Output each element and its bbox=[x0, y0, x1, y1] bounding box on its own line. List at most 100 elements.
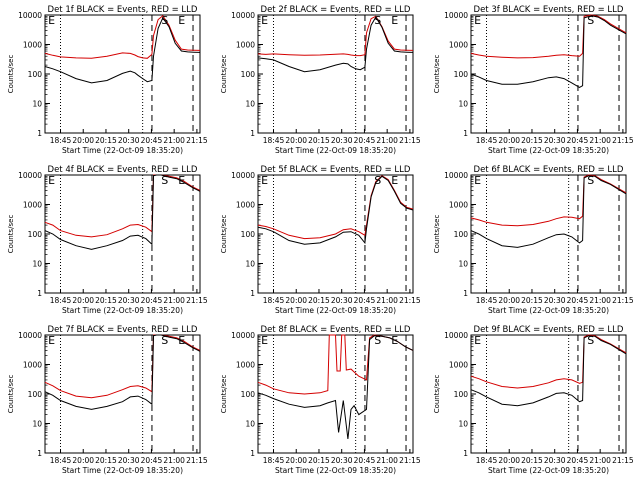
marker-label: S bbox=[587, 14, 594, 27]
y-tick-label: 1 bbox=[250, 449, 255, 458]
y-tick-label: 10000 bbox=[231, 171, 255, 180]
x-tick-label: 20:00 bbox=[285, 456, 307, 465]
series-line bbox=[257, 175, 414, 240]
y-tick-label: 10000 bbox=[231, 331, 255, 340]
marker-label: E bbox=[48, 334, 55, 347]
plot-frame bbox=[257, 14, 414, 134]
y-axis-label: Counts/sec bbox=[220, 55, 228, 94]
x-tick-label: 20:30 bbox=[331, 296, 353, 305]
x-tick-label: 20:30 bbox=[544, 136, 566, 145]
panel-title: Det 8f BLACK = Events, RED = LLD bbox=[261, 325, 411, 335]
y-tick-label: 100 bbox=[454, 390, 469, 399]
panel-title: Det 2f BLACK = Events, RED = LLD bbox=[261, 5, 411, 15]
x-tick-label: 21:15 bbox=[186, 456, 208, 465]
y-tick-label: 10 bbox=[245, 420, 255, 429]
x-tick-label: 21:00 bbox=[589, 136, 611, 145]
y-tick-label: 1000 bbox=[236, 201, 255, 210]
x-tick-label: 20:45 bbox=[141, 296, 163, 305]
detector-panel: Det 1f BLACK = Events, RED = LLD 1 10 100 10… bbox=[7, 5, 208, 155]
y-tick-label: 10 bbox=[245, 260, 255, 269]
marker-label: S bbox=[374, 334, 381, 347]
y-tick-label: 1 bbox=[463, 289, 468, 298]
x-tick-label: 20:00 bbox=[72, 136, 94, 145]
detector-panel: Det 5f BLACK = Events, RED = LLD 1 10 100 10… bbox=[220, 165, 421, 315]
series-line bbox=[44, 174, 201, 250]
y-tick-label: 1000 bbox=[236, 361, 255, 370]
x-tick-label: 20:45 bbox=[354, 136, 376, 145]
y-tick-label: 10 bbox=[32, 100, 42, 109]
detector-panel: Det 3f BLACK = Events, RED = LLD 1 10 100 10… bbox=[433, 5, 634, 155]
x-axis-label: Start Time (22-Oct-09 18:35:20) bbox=[275, 146, 396, 155]
x-tick-label: 18:45 bbox=[263, 296, 285, 305]
marker-label: E bbox=[474, 174, 481, 187]
detector-panel: Det 4f BLACK = Events, RED = LLD 1 10 100 10… bbox=[7, 165, 208, 315]
marker-label: S bbox=[374, 14, 381, 27]
y-tick-label: 1 bbox=[250, 129, 255, 138]
x-tick-label: 21:15 bbox=[612, 136, 634, 145]
x-tick-label: 20:30 bbox=[118, 456, 140, 465]
x-tick-label: 18:45 bbox=[476, 296, 498, 305]
x-tick-label: 21:15 bbox=[186, 136, 208, 145]
x-tick-label: 20:15 bbox=[95, 136, 117, 145]
x-tick-label: 21:00 bbox=[163, 296, 185, 305]
x-tick-label: 20:30 bbox=[331, 456, 353, 465]
y-axis-label: Counts/sec bbox=[220, 215, 228, 254]
x-tick-label: 18:45 bbox=[50, 136, 72, 145]
y-tick-label: 100 bbox=[454, 70, 469, 79]
x-tick-label: 18:45 bbox=[476, 456, 498, 465]
x-tick-label: 20:00 bbox=[72, 296, 94, 305]
x-tick-label: 18:45 bbox=[263, 456, 285, 465]
x-tick-label: 20:45 bbox=[567, 456, 589, 465]
y-tick-label: 10000 bbox=[18, 11, 42, 20]
x-tick-label: 18:45 bbox=[50, 456, 72, 465]
x-tick-label: 20:15 bbox=[308, 136, 330, 145]
x-tick-label: 20:45 bbox=[567, 296, 589, 305]
plot-frame bbox=[44, 334, 201, 454]
plot-frame bbox=[44, 14, 201, 134]
x-tick-label: 20:15 bbox=[521, 456, 543, 465]
x-tick-label: 20:15 bbox=[521, 136, 543, 145]
x-tick-label: 20:45 bbox=[141, 136, 163, 145]
x-tick-label: 20:00 bbox=[285, 296, 307, 305]
x-tick-label: 20:00 bbox=[498, 456, 520, 465]
panel-title: Det 7f BLACK = Events, RED = LLD bbox=[48, 325, 198, 335]
marker-label: E bbox=[261, 14, 268, 27]
detector-panel: Det 8f BLACK = Events, RED = LLD 1 10 100 10… bbox=[220, 325, 421, 475]
series-line bbox=[257, 15, 414, 57]
x-tick-label: 20:45 bbox=[354, 456, 376, 465]
y-axis-label: Counts/sec bbox=[7, 375, 15, 414]
marker-label: E bbox=[474, 14, 481, 27]
y-tick-label: 1000 bbox=[236, 41, 255, 50]
x-tick-label: 21:00 bbox=[376, 136, 398, 145]
x-tick-label: 20:30 bbox=[331, 136, 353, 145]
x-tick-label: 20:45 bbox=[141, 456, 163, 465]
panel-title: Det 5f BLACK = Events, RED = LLD bbox=[261, 165, 411, 175]
y-axis-label: Counts/sec bbox=[433, 375, 441, 414]
x-tick-label: 20:00 bbox=[72, 456, 94, 465]
x-tick-label: 18:45 bbox=[476, 136, 498, 145]
series-line bbox=[44, 14, 201, 59]
x-tick-label: 20:00 bbox=[285, 136, 307, 145]
panel-title: Det 1f BLACK = Events, RED = LLD bbox=[48, 5, 198, 15]
y-tick-label: 10 bbox=[458, 260, 468, 269]
x-axis-label: Start Time (22-Oct-09 18:35:20) bbox=[62, 146, 183, 155]
x-tick-label: 20:15 bbox=[95, 456, 117, 465]
y-tick-label: 100 bbox=[28, 230, 43, 239]
x-tick-label: 18:45 bbox=[263, 136, 285, 145]
y-tick-label: 100 bbox=[28, 70, 43, 79]
plot-frame bbox=[257, 334, 414, 454]
x-tick-label: 20:15 bbox=[308, 456, 330, 465]
x-tick-label: 21:15 bbox=[612, 296, 634, 305]
y-tick-label: 10000 bbox=[444, 171, 468, 180]
x-tick-label: 21:15 bbox=[186, 296, 208, 305]
series-line bbox=[44, 174, 201, 238]
series-line bbox=[44, 334, 201, 399]
y-tick-label: 100 bbox=[28, 390, 43, 399]
x-axis-label: Start Time (22-Oct-09 18:35:20) bbox=[62, 466, 183, 475]
detector-panel: Det 6f BLACK = Events, RED = LLD 1 10 100 10… bbox=[433, 165, 634, 315]
plot-frame bbox=[44, 174, 201, 294]
marker-label: S bbox=[587, 334, 594, 347]
y-tick-label: 100 bbox=[454, 230, 469, 239]
y-tick-label: 1000 bbox=[449, 41, 468, 50]
series-line bbox=[470, 174, 627, 227]
